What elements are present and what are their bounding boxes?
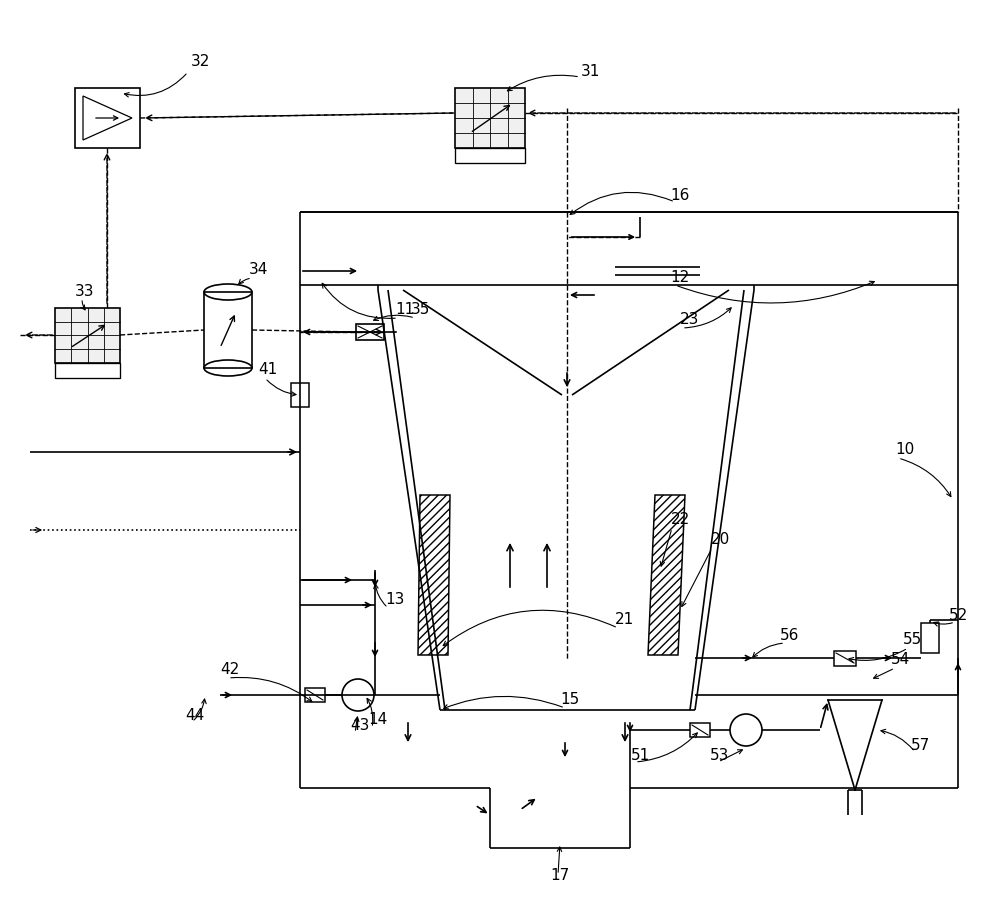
Bar [204,292,252,368]
Text: 21: 21 [615,613,635,627]
Text: 11: 11 [395,302,415,318]
Text: 55: 55 [902,633,922,647]
Text: 13: 13 [385,593,405,607]
Bar [305,688,325,702]
Text: 43: 43 [350,718,370,732]
Bar [55,363,120,378]
Text: 10: 10 [895,443,915,457]
Bar [291,383,309,407]
Text: 32: 32 [190,55,210,69]
Polygon shape [648,495,685,655]
Polygon shape [418,495,450,655]
Text: 56: 56 [780,627,800,643]
Text: 52: 52 [948,607,968,623]
Text: 54: 54 [890,653,910,667]
Bar [55,308,120,363]
Text: 57: 57 [910,738,930,752]
Text: 33: 33 [75,285,95,299]
Text: 35: 35 [410,302,430,318]
Text: 17: 17 [550,867,570,883]
Text: 23: 23 [680,312,700,328]
Bar [455,148,525,163]
Text: 15: 15 [560,692,580,708]
Text: 42: 42 [220,663,240,677]
Text: 20: 20 [710,532,730,548]
Text: 12: 12 [670,270,690,286]
Bar [356,324,384,340]
Text: 53: 53 [710,748,730,762]
Bar [921,623,939,653]
Text: 16: 16 [670,187,690,203]
Text: 41: 41 [258,362,278,377]
Text: 22: 22 [670,512,690,528]
Text: 44: 44 [185,708,205,722]
Text: 14: 14 [368,712,388,728]
Text: 51: 51 [630,748,650,762]
Bar [455,88,525,148]
Bar [690,723,710,737]
Text: 34: 34 [248,263,268,278]
Bar [834,651,856,666]
Bar [75,88,140,148]
Text: 31: 31 [580,65,600,79]
